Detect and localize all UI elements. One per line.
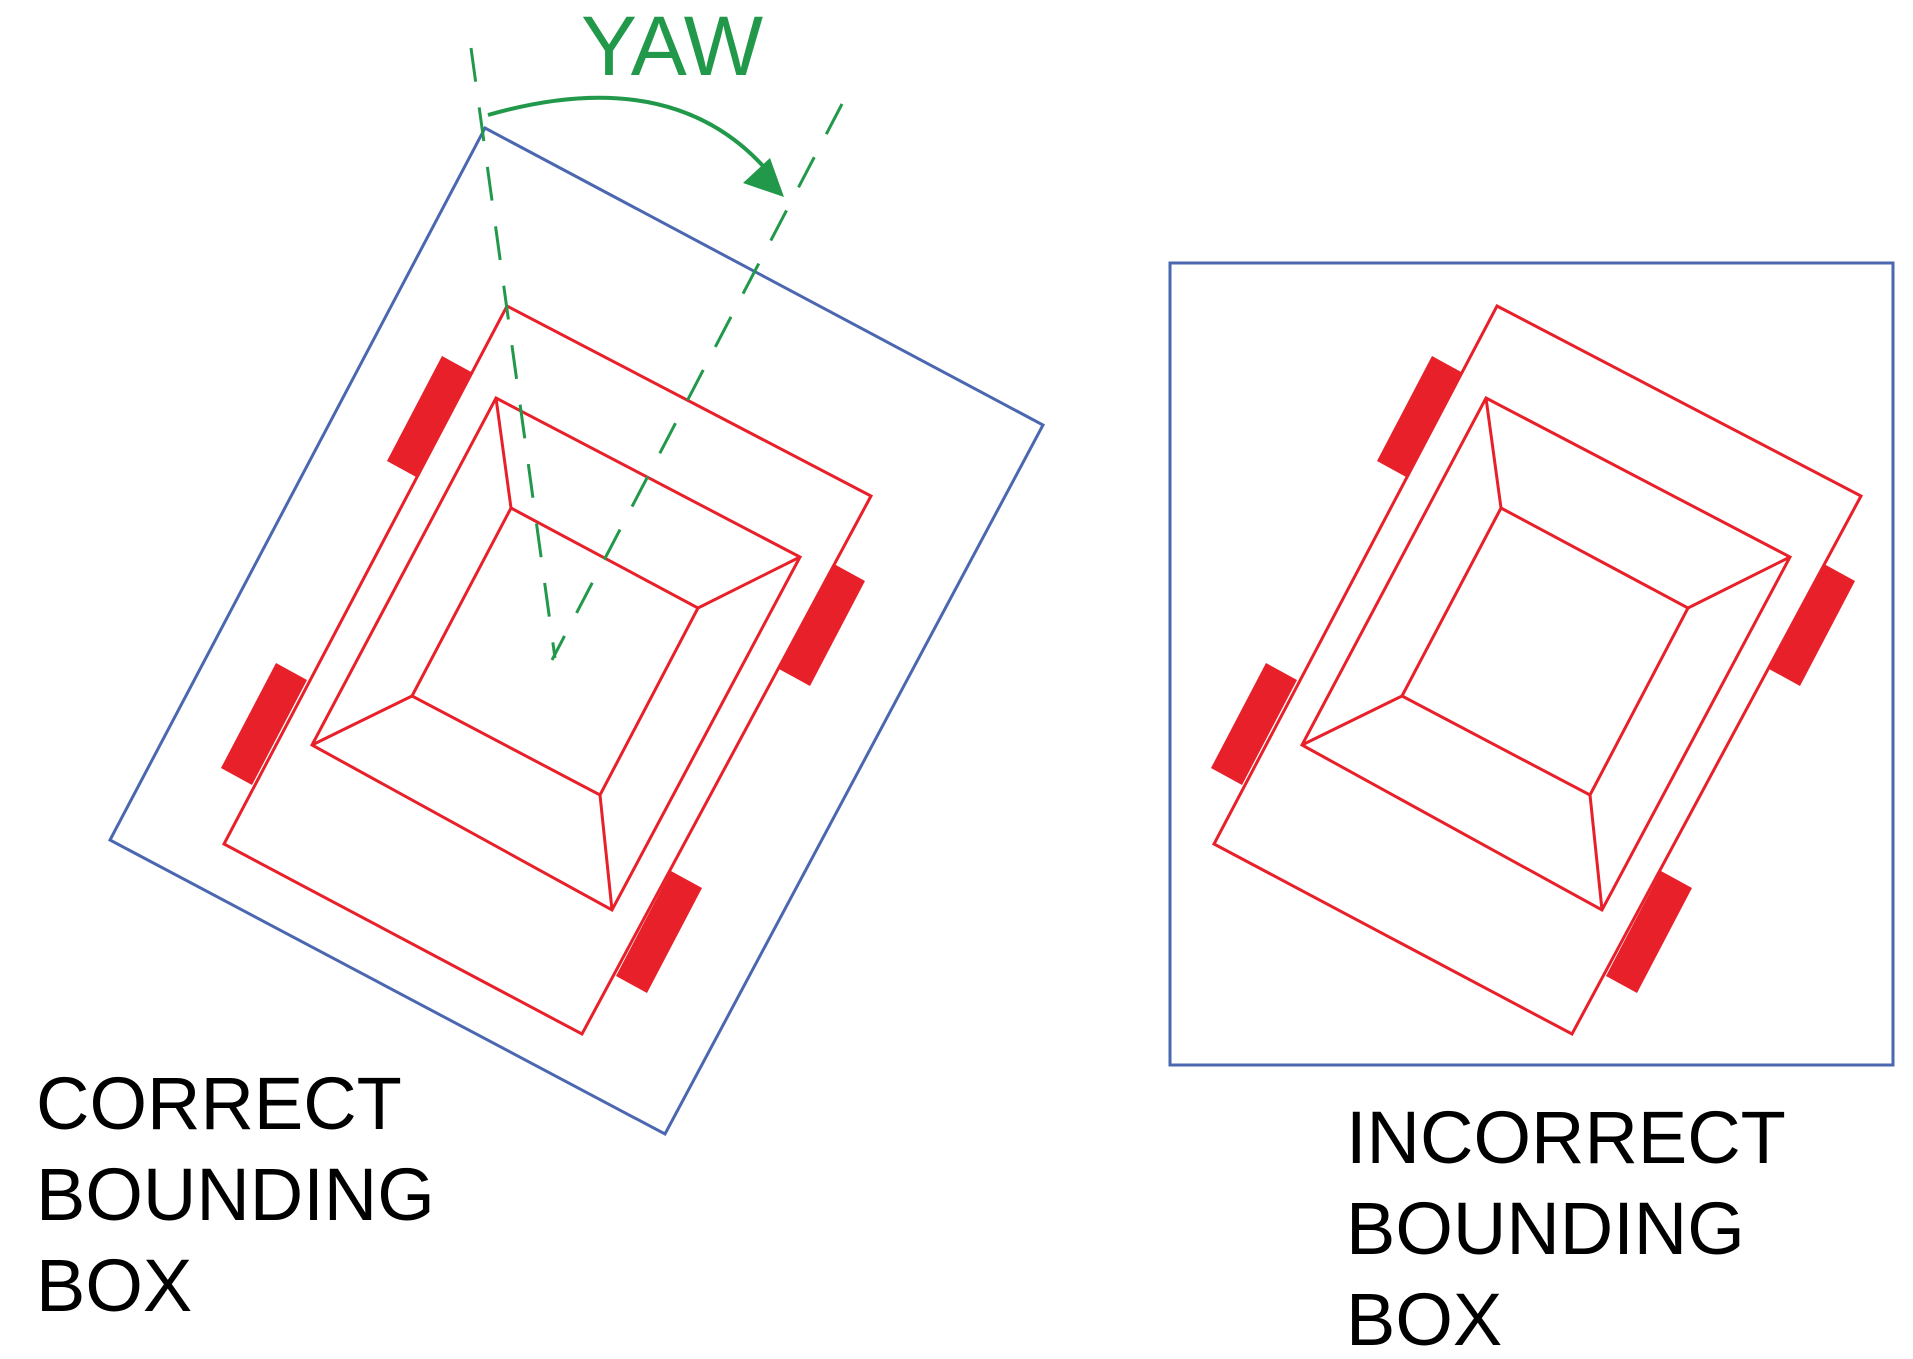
correct-label-line2: BOUNDING — [36, 1153, 435, 1236]
axis-aligned-bounding-box — [1168, 261, 1895, 1067]
incorrect-label-line1: INCORRECT — [1346, 1096, 1786, 1179]
incorrect-label-line3: BOX — [1346, 1278, 1502, 1359]
yaw-label: YAW — [581, 0, 763, 93]
correct-label-line3: BOX — [36, 1244, 192, 1327]
heading-axis — [550, 103, 844, 661]
incorrect-label-line2: BOUNDING — [1346, 1187, 1745, 1270]
yaw-arrowhead — [743, 158, 784, 197]
correct-example: YAW CORRECT BOUNDING BOX — [36, 0, 1046, 1327]
incorrect-example: INCORRECT BOUNDING BOX — [1168, 261, 1895, 1359]
correct-label-line1: CORRECT — [36, 1062, 402, 1145]
vehicle-axis-aligned — [1209, 304, 1863, 1036]
vehicle-rotated — [219, 304, 873, 1036]
yaw-arc — [487, 95, 777, 182]
vertical-reference-axis — [469, 47, 557, 659]
rotated-bounding-box — [107, 125, 1046, 1137]
